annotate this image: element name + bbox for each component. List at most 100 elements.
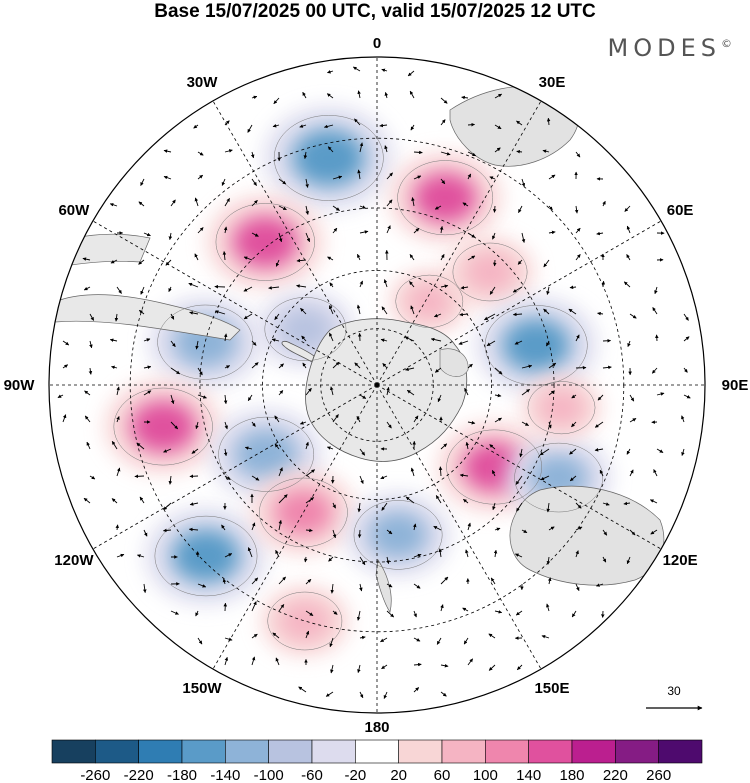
wind-vector	[251, 633, 258, 639]
wind-vector	[569, 285, 577, 290]
wind-vector	[493, 549, 498, 558]
wind-vector	[136, 442, 145, 450]
wind-vector	[601, 280, 606, 288]
wind-vector	[521, 421, 529, 427]
wind-vector	[602, 556, 607, 563]
wind-vector	[413, 583, 421, 589]
meridian-line	[212, 384, 378, 670]
wind-vector	[305, 205, 309, 215]
wind-vector	[301, 335, 307, 342]
colorbar: -260 -220 -180 -140 -100 -60 -20 20 60 100 140 180 2…	[51, 739, 703, 783]
wind-vector	[627, 340, 631, 347]
wind-vector	[512, 286, 523, 293]
wind-vector	[329, 282, 334, 288]
wind-vector	[278, 178, 287, 185]
wind-vector	[440, 604, 444, 612]
wind-vector	[681, 448, 685, 456]
wind-vector	[486, 340, 496, 347]
wind-vector	[305, 578, 312, 585]
wind-vector	[494, 527, 501, 531]
wind-vector	[575, 334, 580, 342]
wind-vector	[463, 637, 469, 645]
wind-vector	[650, 529, 658, 535]
wind-vector	[247, 124, 253, 133]
wind-vector	[139, 496, 145, 504]
wind-vector	[467, 151, 477, 157]
anomaly-contour	[267, 591, 343, 651]
wind-vector	[170, 367, 181, 375]
wind-vector	[571, 421, 577, 428]
wind-vector	[278, 519, 283, 531]
wind-vector	[116, 286, 122, 294]
wind-vector	[494, 610, 503, 614]
wind-vector	[197, 394, 207, 399]
wind-vector	[463, 498, 469, 504]
wind-vector	[518, 205, 523, 213]
colorbar-swatch	[615, 739, 659, 764]
wind-vector	[539, 448, 550, 456]
vector-reference: 30	[646, 684, 703, 711]
wind-vector	[380, 475, 388, 480]
anomaly-contour	[446, 429, 543, 505]
wind-vector	[413, 150, 423, 155]
anomaly-contour	[154, 515, 258, 597]
wind-vector	[654, 286, 658, 295]
wind-vector	[629, 529, 636, 536]
wind-vector	[299, 421, 307, 425]
anomaly-contour	[484, 305, 588, 386]
wind-vector-field	[57, 66, 691, 699]
wind-vector	[436, 637, 442, 645]
wind-vector	[62, 364, 69, 369]
wind-vector	[221, 178, 226, 186]
colorbar-tick-label: 260	[646, 767, 671, 783]
colorbar-swatch	[658, 739, 703, 764]
wind-vector	[461, 95, 469, 100]
wind-vector	[596, 231, 604, 236]
wind-vector	[224, 421, 228, 430]
wind-vector	[194, 253, 199, 261]
wind-vector	[214, 310, 226, 315]
antarctic-peninsula-land	[281, 340, 315, 363]
wind-vector	[195, 340, 199, 350]
wind-vector	[406, 389, 415, 396]
wind-vector	[521, 388, 530, 396]
wind-vector	[629, 394, 635, 402]
wind-vector	[247, 547, 253, 558]
wind-vector	[168, 475, 173, 485]
wind-vector	[357, 90, 361, 99]
longitude-label: 30E	[539, 74, 566, 91]
wind-vector	[251, 199, 258, 207]
wind-vector	[521, 232, 526, 243]
colorbar-swatch	[181, 739, 226, 764]
wind-vector	[357, 502, 362, 513]
wind-vector	[62, 340, 70, 346]
wind-vector	[626, 556, 631, 565]
wind-vector	[568, 308, 577, 315]
brand-name: MODES	[607, 34, 721, 62]
wind-vector	[57, 394, 64, 399]
wind-vector	[412, 523, 417, 531]
wind-vector	[274, 313, 280, 320]
wind-vector	[521, 529, 528, 534]
wind-vector	[197, 367, 203, 376]
wind-vector	[326, 93, 334, 99]
wind-vector	[433, 313, 442, 318]
wind-vector	[574, 205, 579, 214]
wind-vector	[546, 117, 551, 126]
wind-vector	[434, 205, 442, 210]
longitude-label: 150W	[182, 680, 222, 697]
wind-vector	[516, 502, 523, 512]
wind-vector	[652, 307, 658, 315]
wind-vector	[111, 440, 118, 450]
wind-vector	[357, 253, 361, 261]
wind-vector	[494, 417, 502, 423]
wind-vector	[223, 448, 228, 457]
colorbar-tick-label: -180	[167, 767, 197, 783]
longitude-label: 60W	[58, 202, 90, 219]
wind-vector	[278, 363, 284, 369]
wind-vector	[440, 178, 446, 185]
wind-vector	[413, 175, 422, 180]
wind-vector	[465, 441, 470, 450]
wind-vector	[440, 284, 449, 289]
wind-vector	[222, 578, 227, 585]
